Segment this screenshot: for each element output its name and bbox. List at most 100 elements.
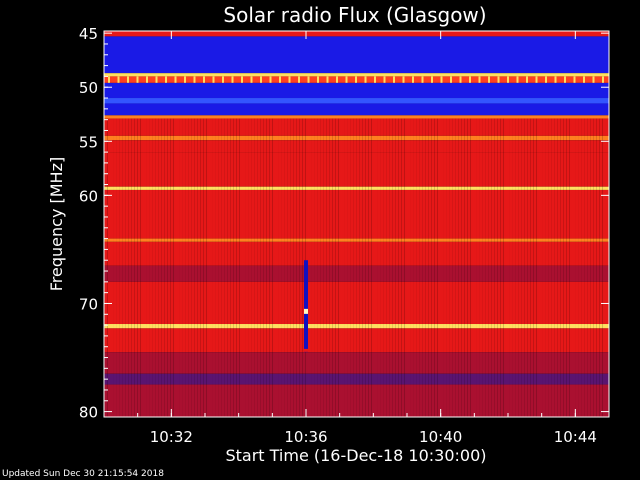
band-5: [104, 98, 609, 104]
noise-column: [128, 118, 129, 417]
noise-column: [593, 118, 594, 417]
noise-column: [581, 118, 582, 417]
noise-column: [281, 119, 282, 417]
noise-column: [389, 118, 390, 417]
noise-column: [320, 118, 321, 417]
noise-column: [200, 118, 201, 417]
stripe-tick: [554, 76, 557, 83]
noise-column: [344, 119, 345, 417]
y-axis-label: Frequency [MHz]: [47, 157, 66, 291]
noise-column: [527, 118, 528, 417]
stripe-tick: [488, 76, 490, 83]
band-10: [104, 140, 609, 153]
noise-column: [314, 119, 315, 417]
noise-column: [332, 118, 333, 417]
stripe-tick: [307, 76, 310, 83]
noise-column: [236, 118, 237, 417]
noise-column: [206, 118, 207, 417]
noise-column: [455, 118, 456, 417]
noise-column: [155, 118, 156, 417]
band-16: [104, 265, 609, 282]
noise-column: [503, 118, 504, 417]
stripe-tick: [127, 76, 129, 83]
noise-column: [272, 118, 273, 417]
noise-column: [551, 118, 552, 417]
noise-column: [578, 119, 579, 417]
stripe-tick: [393, 76, 395, 83]
noise-column: [425, 118, 426, 417]
noise-column: [335, 118, 336, 417]
noise-column: [395, 118, 396, 417]
band-20: [104, 352, 609, 374]
noise-column: [542, 119, 543, 417]
stripe-tick: [136, 76, 139, 83]
y-tick-label: 80: [79, 404, 98, 422]
noise-column: [179, 119, 180, 417]
noise-column: [401, 118, 402, 417]
stripe-tick: [174, 76, 177, 83]
stripe-tick: [288, 76, 291, 83]
band-19: [104, 328, 609, 353]
band-1: [104, 36, 609, 74]
noise-column: [296, 118, 297, 417]
band-15: [104, 241, 609, 266]
stripe-tick: [469, 76, 471, 83]
burst-column: [304, 260, 308, 353]
noise-column: [602, 118, 603, 417]
noise-column: [338, 118, 339, 417]
noise-column: [446, 119, 447, 417]
noise-column: [386, 118, 387, 417]
noise-column: [533, 118, 534, 417]
y-tick-label: 60: [79, 187, 98, 205]
noise-column: [392, 118, 393, 417]
band-18: [104, 324, 609, 329]
noise-column: [422, 118, 423, 417]
x-tick-label: 10:36: [284, 428, 327, 446]
noise-column: [458, 118, 459, 417]
stripe-tick: [117, 76, 120, 83]
noise-column: [164, 118, 165, 417]
band-6: [104, 103, 609, 116]
stripe-tick: [108, 76, 110, 83]
noise-column: [575, 119, 576, 417]
y-tick-label: 45: [79, 25, 98, 43]
band-12: [104, 186, 609, 190]
noise-column: [245, 119, 246, 417]
noise-column: [152, 118, 153, 417]
noise-column: [428, 118, 429, 417]
noise-column: [509, 119, 510, 417]
stripe-tick: [545, 76, 547, 83]
noise-column: [587, 118, 588, 417]
noise-column: [437, 118, 438, 417]
stripe-tick: [602, 76, 604, 83]
stripe-tick: [155, 76, 158, 83]
noise-column: [122, 118, 123, 417]
y-tick-label: 50: [79, 79, 98, 97]
noise-column: [257, 118, 258, 417]
noise-column: [497, 118, 498, 417]
stripe-tick: [260, 76, 262, 83]
noise-column: [599, 118, 600, 417]
stripe-tick: [450, 76, 452, 83]
noise-column: [488, 118, 489, 417]
noise-column: [464, 118, 465, 417]
noise-column: [461, 118, 462, 417]
noise-column: [518, 118, 519, 417]
noise-column: [248, 119, 249, 417]
stripe-tick: [421, 76, 424, 83]
noise-column: [548, 118, 549, 417]
stripe-tick: [241, 76, 243, 83]
noise-column: [161, 118, 162, 417]
x-axis: 10:32 10:36 10:40 10:44: [137, 31, 597, 446]
noise-column: [197, 118, 198, 417]
noise-column: [410, 119, 411, 417]
band-13: [104, 189, 609, 239]
burst-tail: [304, 348, 308, 352]
noise-column: [212, 119, 213, 417]
stripe-tick: [431, 76, 433, 83]
noise-column: [479, 119, 480, 417]
stripe-tick: [203, 76, 205, 83]
stripe-tick: [478, 76, 481, 83]
noise-column: [554, 118, 555, 417]
band-9: [104, 135, 609, 141]
